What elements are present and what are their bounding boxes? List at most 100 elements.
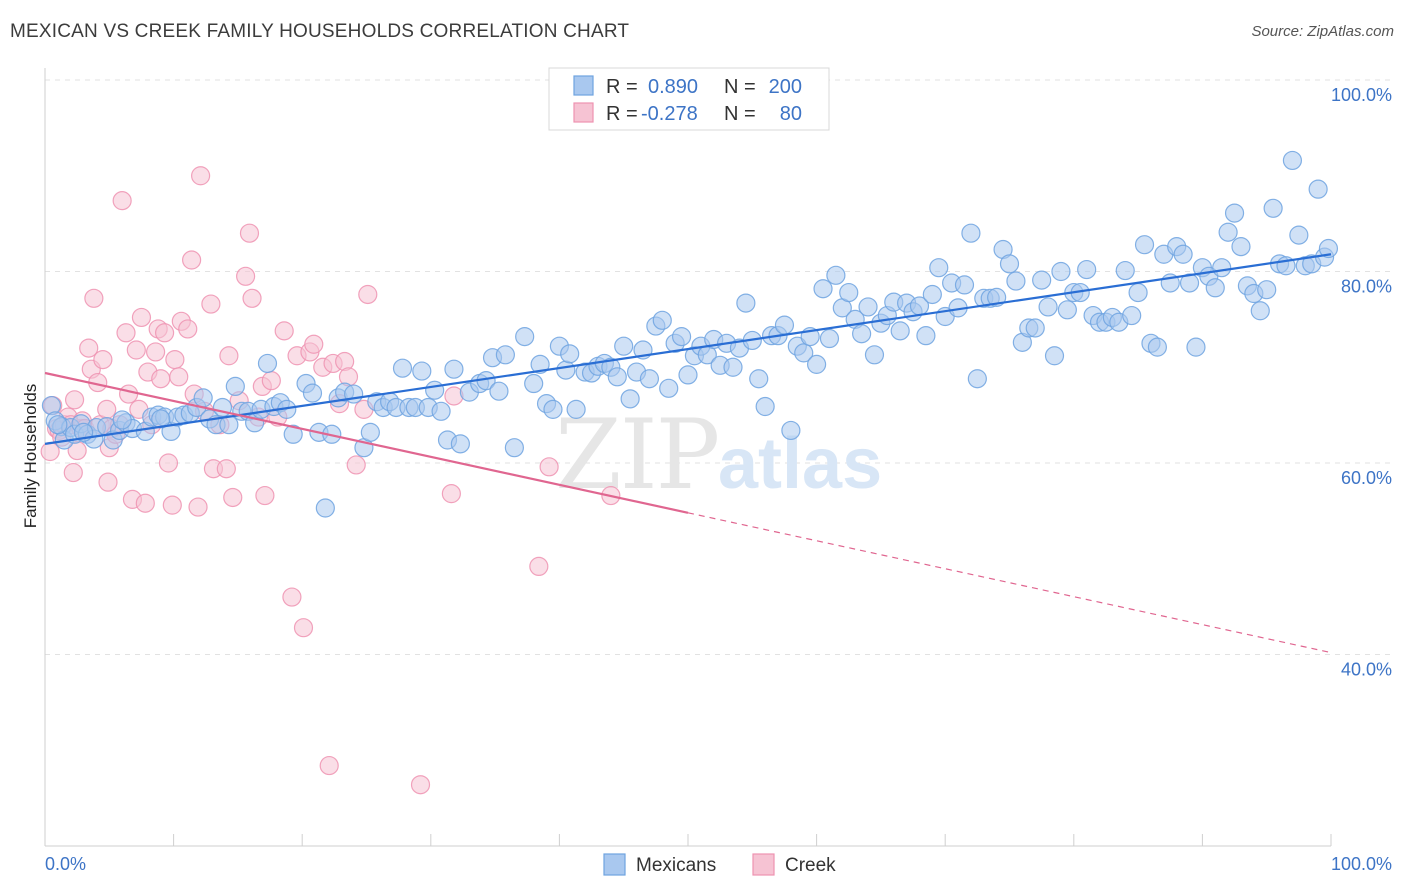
creek-point-49 [191,166,211,186]
mexicans-point-164 [1122,305,1142,326]
creek-point-71 [304,334,324,354]
creek-point-21 [98,472,118,492]
mexicans-point-24 [193,388,213,408]
mexicans-point-146 [1006,271,1026,291]
mexicans-point-69 [504,438,524,458]
mexicans-point-107 [755,396,775,417]
mexicans-point-199 [151,409,171,429]
mexicans-point-71 [524,373,544,394]
mexicans-point-157 [1077,259,1097,280]
bottom-legend-mexicans: Mexicans [636,855,716,876]
mexicans-point-166 [1134,235,1155,255]
x-tick-label-min: 0.0% [45,854,86,874]
chart-title: MEXICAN VS CREEK FAMILY HOUSEHOLDS CORRE… [10,21,630,42]
mexicans-point-134 [929,258,949,278]
creek-point-9 [64,390,85,410]
mexicans-point-48 [360,422,380,442]
mexicans-point-58 [425,380,445,400]
mexicans-point-110 [774,315,795,335]
creek-point-33 [135,493,155,513]
mexicans-point-186 [1263,198,1283,218]
mexicans-point-181 [1231,237,1251,257]
y-tick-label-1: 80.0% [1341,277,1392,297]
mexicans-point-174 [1186,337,1206,357]
y-tick-label-3: 40.0% [1341,660,1392,680]
mexicans-point-94 [671,327,692,347]
creek-points [40,166,621,795]
mexicans-point-153 [1051,261,1071,282]
legend-r-value-0: 0.890 [648,76,698,98]
legend-n-value-0: 200 [769,76,802,98]
creek-point-40 [158,453,179,473]
series-legend: Mexicans Creek [603,853,836,876]
mexicans-point-84 [607,367,627,387]
x-tick-label-max: 100.0% [1331,854,1392,874]
mexicans-point-85 [614,336,634,356]
mexicans-point-86 [620,389,640,409]
creek-point-55 [219,346,239,366]
mexicans-point-115 [806,354,827,374]
creek-point-32 [131,307,152,328]
legend-r-label-0: R = [606,76,638,98]
x-axis-ticks [173,834,1332,846]
mexicans-point-53 [392,358,413,378]
bottom-legend-swatch-mexicans [603,853,626,876]
mexicans-point-190 [1289,225,1309,245]
watermark: ZIP atlas [555,399,882,511]
mexicans-point-145 [999,254,1020,274]
mexicans-point-59 [431,401,451,421]
mexicans-point-165 [1128,282,1148,303]
creek-point-26 [112,191,132,211]
mexicans-point-152 [1044,346,1065,366]
mexicans-point-122 [852,324,872,344]
mexicans-point-74 [543,399,563,419]
legend-swatch-creek [573,102,594,123]
mexicans-point-139 [961,223,981,243]
creek-point-69 [293,618,314,638]
creek-point-63 [255,485,275,506]
creek-point-45 [178,319,198,339]
creek-point-48 [188,497,208,517]
mexicans-point-149 [1025,318,1045,338]
mexicans-trend-line [44,253,1332,445]
creek-point-16 [84,288,104,308]
mexicans-point-78 [566,399,586,419]
mexicans-point-61 [444,359,464,379]
mexicans-point-113 [794,343,814,363]
y-axis-labels: 100.0% 80.0% 60.0% 40.0% [1331,85,1392,680]
legend-n-label-1: N = [724,103,756,125]
creek-point-80 [358,284,378,305]
creek-point-36 [145,342,166,362]
creek-point-28 [118,384,139,404]
mexicans-point-72 [530,354,550,374]
mexicans-point-56 [412,361,432,381]
mexicans-point-95 [678,365,698,385]
mexicans-point-76 [556,360,576,380]
mexicans-point-140 [967,369,987,389]
mexicans-point-198 [112,410,132,430]
mexicans-point-89 [639,369,660,389]
creek-point-58 [236,266,256,286]
bottom-legend-creek: Creek [785,855,836,876]
mexicans-point-117 [819,328,840,349]
mexicans-point-184 [1250,301,1270,321]
creek-point-51 [201,294,221,314]
creek-point-20 [97,399,117,419]
mexicans-point-196 [48,415,68,435]
creek-point-8 [63,462,83,483]
mexicans-point-123 [858,297,878,317]
mexicans-point-133 [922,284,942,305]
mexicans-point-132 [916,326,936,346]
creek-point-19 [93,349,113,370]
mexicans-point-68 [495,345,515,365]
mexicans-point-124 [864,345,885,365]
legend-n-label-0: N = [724,76,756,98]
creek-point-64 [261,371,281,391]
mexicans-point-138 [954,275,975,295]
mexicans-point-189 [1282,150,1303,171]
mexicans-point-120 [839,282,859,303]
creek-point-41 [162,495,182,515]
creek-point-59 [239,223,260,243]
legend-n-value-1: 80 [780,103,802,125]
